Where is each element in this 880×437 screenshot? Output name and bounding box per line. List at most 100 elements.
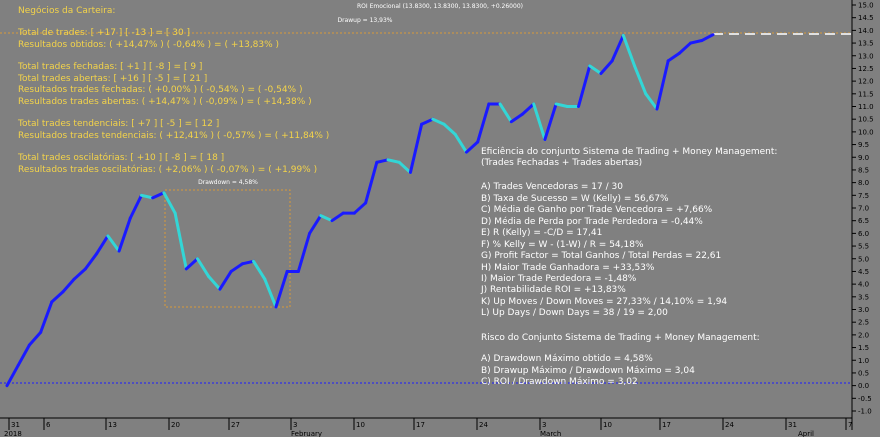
x-tick-label: 17 [662, 421, 671, 429]
risk-item: B) Drawup Máximo / Drawdown Máximo = 3,0… [481, 366, 695, 376]
x-tick-label: 3 [293, 421, 297, 429]
y-tick-label: 13.0 [858, 52, 874, 60]
series-segment [218, 269, 233, 291]
y-tick-label: 6.0 [858, 230, 869, 238]
series-segment [442, 122, 457, 136]
x-tick-label: 27 [231, 421, 240, 429]
x-month-label: April [798, 430, 814, 437]
portfolio-line: Total trades fechadas: [ +1 ] [ -8 ] = [… [17, 62, 202, 72]
y-tick-label: 8.0 [858, 179, 869, 187]
series-segment [464, 140, 480, 154]
x-tick-label: 7 [848, 421, 852, 429]
y-tick-label: 3.5 [858, 293, 869, 301]
portfolio-stats-panel: Negócios da Carteira: Total de trades: [… [17, 5, 329, 175]
y-tick-label: 4.0 [858, 281, 869, 289]
y-tick-label: 11.0 [858, 103, 874, 111]
portfolio-line: Resultados trades oscilatórias: ( +2,06%… [18, 164, 317, 175]
series-segment [16, 343, 31, 367]
y-tick-label: 1.5 [858, 344, 869, 352]
y-tick-label: 7.0 [858, 205, 869, 213]
portfolio-line: Total de trades: [ +17 ] [ -13 ] = [ 30 … [17, 28, 190, 38]
series-segment [386, 158, 401, 164]
series-segment [173, 211, 188, 271]
y-tick-label: -1.0 [858, 408, 872, 416]
portfolio-line: Resultados trades fechadas: ( +0,00% ) (… [18, 85, 302, 95]
series-segment [666, 51, 681, 63]
series-segment [655, 59, 670, 111]
series-segment [689, 39, 704, 45]
series-segment [117, 216, 132, 253]
series-segment [5, 363, 20, 388]
series-segment [397, 160, 412, 174]
y-tick-label: 3.0 [858, 306, 869, 314]
series-segment [509, 112, 524, 124]
series-segment [83, 252, 99, 271]
efficiency-item: G) Profit Factor = Total Ganhos / Total … [481, 251, 721, 261]
series-segment [274, 269, 289, 309]
series-segment [364, 160, 379, 205]
chart-title: ROI Emocional (13.8300, 13.8300, 13.8300… [357, 3, 523, 10]
y-tick-label: 1.0 [858, 357, 869, 365]
series-segment [207, 275, 222, 291]
series-segment [106, 234, 121, 253]
x-month-label: March [540, 430, 561, 437]
series-segment [476, 102, 491, 144]
y-tick-label: 14.0 [858, 27, 874, 35]
efficiency-title: (Trades Fechadas + Trades abertas) [481, 158, 642, 168]
y-tick-label: 9.5 [858, 141, 869, 149]
series-segment [588, 64, 603, 76]
efficiency-item: A) Trades Vencedoras = 17 / 30 [481, 182, 623, 192]
x-tick-label: 24 [479, 421, 488, 429]
series-segment [700, 33, 715, 43]
x-tick-label: 6 [46, 421, 51, 429]
series-segment [296, 231, 312, 273]
y-tick-label: 15.0 [858, 2, 874, 10]
y-tick-label: 12.0 [858, 78, 874, 86]
drawdown-box [164, 189, 291, 308]
series-segment [375, 158, 390, 164]
plot-area [0, 0, 852, 430]
series-segment [543, 102, 558, 141]
series-segment [431, 117, 446, 126]
drawdown-annotation: Drawdown = 4,58% [198, 179, 258, 186]
y-tick-label: -0.5 [858, 395, 872, 403]
roi-series [5, 33, 715, 388]
series-segment [520, 102, 536, 116]
series-segment [184, 257, 200, 271]
drawup-annotation: Drawup = 13,93% [337, 17, 392, 24]
series-segment [72, 267, 87, 281]
series-segment [252, 259, 267, 281]
series-segment [599, 59, 614, 76]
series-segment [352, 201, 368, 215]
series-segment [677, 41, 693, 55]
x-tick-label: 24 [725, 421, 734, 429]
series-segment [330, 211, 345, 223]
series-segment [621, 33, 637, 68]
series-segment [39, 300, 54, 334]
portfolio-line: Resultados obtidos: ( +14,47% ) ( -0,64%… [18, 40, 279, 50]
x-tick-label: 13 [108, 421, 117, 429]
series-segment [577, 64, 592, 108]
series-segment [61, 277, 76, 294]
y-tick-label: 14.5 [858, 14, 874, 22]
y-tick-label: 10.5 [858, 116, 874, 124]
series-segment [95, 234, 110, 256]
series-segment [420, 117, 435, 126]
series-segment [196, 257, 211, 279]
risk-item: C) ROI / Drawdown Máximo = 3,02 [481, 377, 638, 387]
x-tick-label: 10 [603, 421, 612, 429]
y-tick-label: 9.0 [858, 154, 869, 162]
efficiency-title: Eficiência do conjunto Sistema de Tradin… [481, 146, 777, 157]
series-segment [50, 290, 65, 304]
portfolio-title: Negócios da Carteira: [18, 5, 115, 16]
efficiency-item: I) Maior Trade Perdedora = -1,48% [481, 274, 637, 284]
efficiency-item: L) Up Days / Down Days = 38 / 19 = 2,00 [481, 308, 668, 318]
series-segment [128, 193, 143, 220]
x-tick-label: 17 [416, 421, 425, 429]
portfolio-line: Total trades oscilatórias: [ +10 ] [ -8 … [17, 152, 224, 163]
risk-title: Risco do Conjunto Sistema de Trading + M… [481, 333, 760, 343]
y-tick-label: 4.5 [858, 268, 869, 276]
series-segment [532, 102, 547, 141]
